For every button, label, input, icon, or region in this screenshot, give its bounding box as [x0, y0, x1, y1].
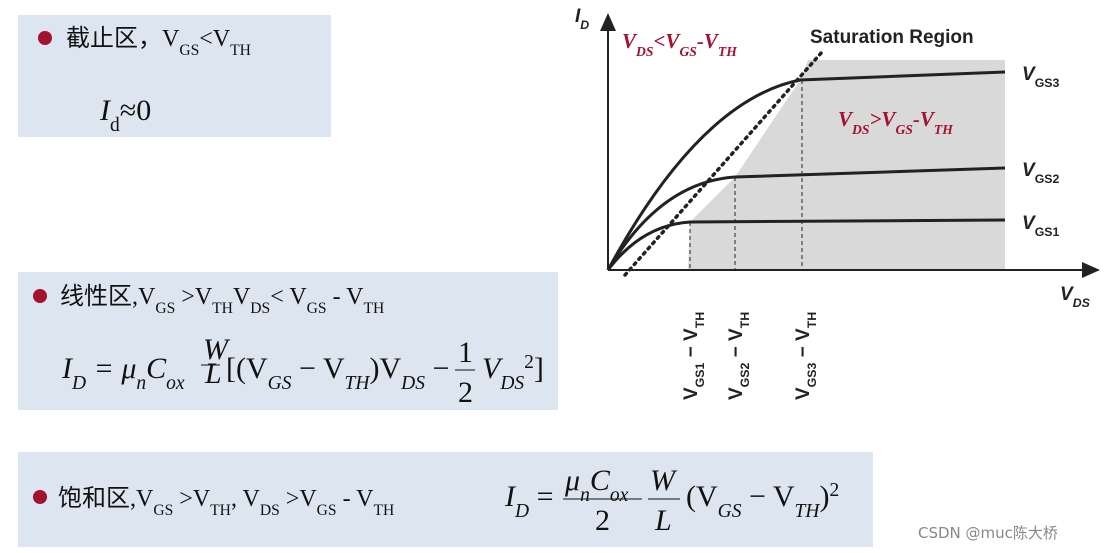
box	[18, 272, 558, 410]
box	[18, 452, 873, 547]
curve	[606, 70, 1006, 271]
axis-label: VDS	[1060, 284, 1091, 310]
frac-num: 1	[458, 336, 473, 369]
region-label: VDS>VGS-VTH	[838, 107, 953, 137]
saturation-area	[688, 60, 1005, 270]
curve	[606, 166, 1006, 271]
formula: VDS2]	[482, 352, 544, 394]
heading: 截止区，VGS<VTH	[66, 25, 251, 59]
watermark: CSDN @muc陈大桥	[918, 524, 1058, 542]
heading: 饱和区,VGS >VTH, VDS >VGS - VTH	[58, 485, 394, 519]
formula: (VGS − VTH)2	[686, 480, 839, 522]
formula: ID =	[504, 480, 554, 522]
heading: 线性区,VGS >VTHVDS< VGS - VTH	[60, 283, 384, 317]
bullet	[33, 289, 47, 303]
marker-label: VGS1 − VTH	[681, 312, 707, 400]
formula: Id≈0	[99, 94, 151, 136]
frac-den: L	[204, 357, 222, 390]
curve-label: VGS1	[1022, 213, 1060, 239]
frac-num: μnCox	[564, 464, 629, 506]
axis-label: ID	[575, 6, 589, 32]
frac-num: W	[650, 464, 678, 497]
frac-num: W	[203, 333, 231, 366]
marker-label: VGS3 − VTH	[793, 312, 819, 400]
frac-den: L	[654, 504, 672, 537]
frac-den: 2	[458, 376, 473, 409]
region-label: VDS<VGS-VTH	[622, 29, 737, 59]
bullet	[38, 31, 52, 45]
curve-label: VGS2	[1022, 160, 1060, 186]
region-title: Saturation Region	[810, 27, 974, 48]
box	[18, 15, 331, 137]
curve-label: VGS3	[1022, 64, 1060, 90]
curve	[606, 218, 1006, 271]
formula: [(VGS − VTH)VDS −	[226, 352, 449, 394]
frac-den: 2	[595, 504, 610, 537]
boundary	[623, 50, 824, 277]
marker-label: VGS2 − VTH	[726, 312, 752, 400]
formula: ID = μnCox	[61, 352, 185, 394]
bullet	[33, 490, 47, 504]
